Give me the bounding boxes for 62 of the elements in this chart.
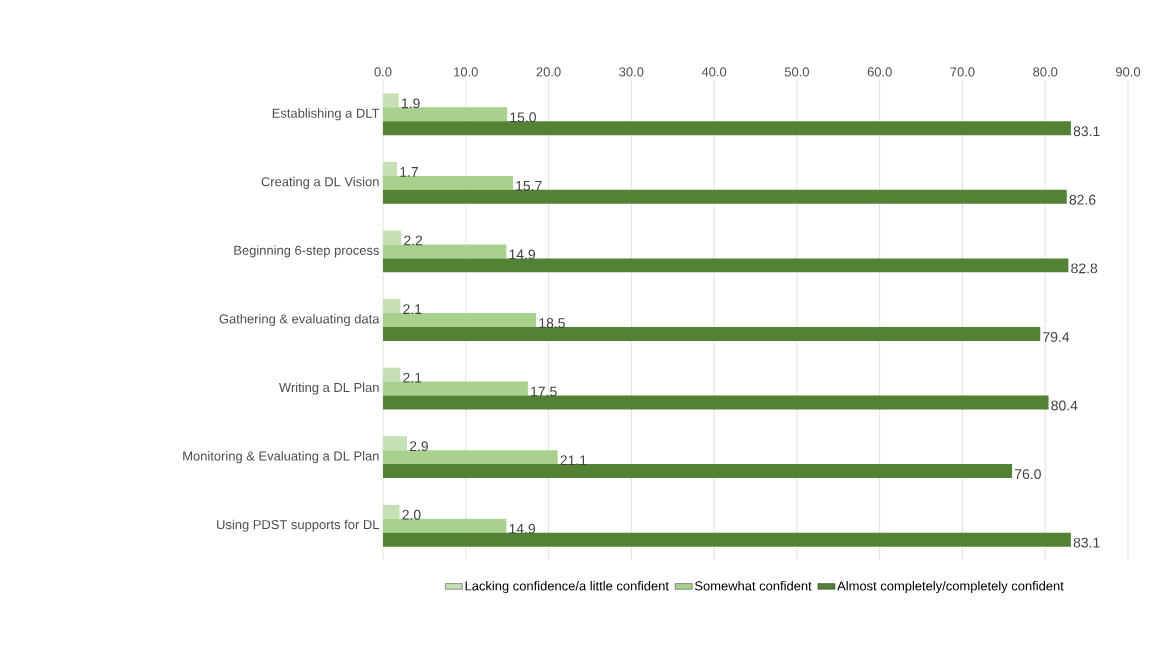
bar (383, 367, 401, 382)
bar (383, 381, 528, 396)
x-tick-label: 50.0 (784, 67, 809, 77)
bar (383, 258, 1069, 273)
data-label: 14.9 (509, 523, 536, 534)
x-tick-label: 40.0 (701, 67, 727, 77)
x-tick-label: 80.0 (1033, 67, 1058, 77)
y-tick-label: Monitoring & Evaluating a DL Plan (183, 451, 379, 464)
y-tick-label: Creating a DL Vision (261, 176, 379, 189)
legend-label: Lacking confidence/a little confident (465, 580, 669, 594)
data-label: 14.9 (509, 249, 536, 260)
data-label: 1.9 (401, 98, 420, 109)
bar (383, 121, 1071, 136)
y-tick-label: Writing a DL Plan (279, 382, 379, 395)
y-tick-label: Beginning 6-step process (234, 245, 379, 258)
bar (383, 161, 398, 176)
legend-label: Somewhat confident (694, 580, 812, 591)
data-label: 15.0 (510, 112, 536, 123)
bar (383, 504, 400, 519)
bar (383, 189, 1067, 204)
data-label: 2.0 (402, 509, 421, 520)
data-label: 2.9 (409, 441, 428, 452)
x-tick-label: 90.0 (1116, 67, 1141, 77)
data-label: 17.5 (531, 386, 557, 397)
x-tick-label: 20.0 (536, 67, 561, 77)
data-label: 80.4 (1051, 400, 1078, 411)
bar (383, 436, 408, 451)
data-label: 2.1 (403, 304, 422, 314)
bar (383, 175, 513, 190)
data-label: 2.2 (404, 235, 423, 246)
data-label: 15.7 (516, 180, 542, 191)
bar (383, 532, 1071, 547)
bar (383, 93, 399, 108)
bar (383, 464, 1013, 479)
bar (383, 244, 507, 259)
data-label: 1.7 (400, 167, 418, 177)
bar (383, 107, 508, 122)
y-tick-label: Establishing a DLT (272, 108, 380, 121)
bar (383, 518, 507, 533)
data-label: 83.1 (1073, 126, 1100, 137)
bar (383, 326, 1041, 341)
bar (383, 395, 1049, 410)
x-tick-label: 60.0 (867, 67, 892, 77)
bar (383, 450, 558, 465)
bar (383, 313, 537, 327)
y-tick-label: Using PDST supports for DL (217, 519, 380, 532)
data-label: 79.4 (1043, 331, 1070, 342)
data-label: 2.1 (403, 372, 422, 383)
data-label: 18.5 (539, 318, 565, 328)
x-tick-label: 0.0 (374, 67, 392, 77)
data-label: 83.1 (1073, 537, 1100, 548)
data-label: 82.6 (1069, 194, 1096, 205)
bar (383, 230, 402, 245)
data-label: 82.8 (1071, 263, 1098, 274)
x-tick-label: 10.0 (454, 67, 478, 77)
x-tick-label: 70.0 (950, 67, 975, 77)
x-tick-label: 30.0 (619, 67, 644, 77)
bar (383, 299, 401, 314)
y-tick-label: Gathering & evaluating data (219, 313, 380, 327)
legend-label: Almost completely/completely confident (837, 580, 1064, 594)
data-label: 21.1 (560, 455, 587, 465)
data-label: 76.0 (1015, 469, 1041, 480)
